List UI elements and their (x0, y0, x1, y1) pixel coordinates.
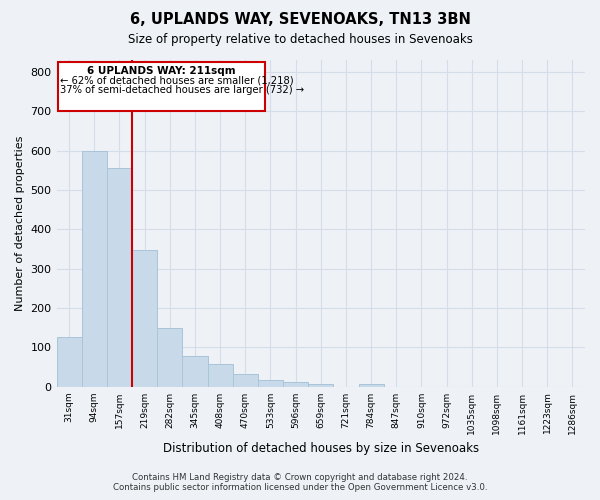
Bar (56, 338, 82, 386)
Bar (359, 384, 383, 386)
Bar (208, 364, 233, 386)
Text: Contains HM Land Registry data © Crown copyright and database right 2024.
Contai: Contains HM Land Registry data © Crown c… (113, 473, 487, 492)
Bar (132, 250, 157, 386)
Y-axis label: Number of detached properties: Number of detached properties (15, 136, 25, 311)
Bar (58, 62, 265, 111)
Text: 6 UPLANDS WAY: 211sqm: 6 UPLANDS WAY: 211sqm (87, 66, 236, 76)
Bar (107, 168, 132, 386)
Bar (258, 380, 283, 386)
Bar (308, 384, 334, 386)
Bar (157, 328, 182, 386)
X-axis label: Distribution of detached houses by size in Sevenoaks: Distribution of detached houses by size … (163, 442, 479, 455)
Bar (233, 374, 258, 386)
Bar (182, 356, 208, 386)
Text: ← 62% of detached houses are smaller (1,218): ← 62% of detached houses are smaller (1,… (61, 76, 294, 86)
Text: 37% of semi-detached houses are larger (732) →: 37% of semi-detached houses are larger (… (61, 85, 304, 95)
Text: 6, UPLANDS WAY, SEVENOAKS, TN13 3BN: 6, UPLANDS WAY, SEVENOAKS, TN13 3BN (130, 12, 470, 28)
Bar (283, 382, 308, 386)
Text: Size of property relative to detached houses in Sevenoaks: Size of property relative to detached ho… (128, 32, 472, 46)
Bar (82, 150, 107, 386)
